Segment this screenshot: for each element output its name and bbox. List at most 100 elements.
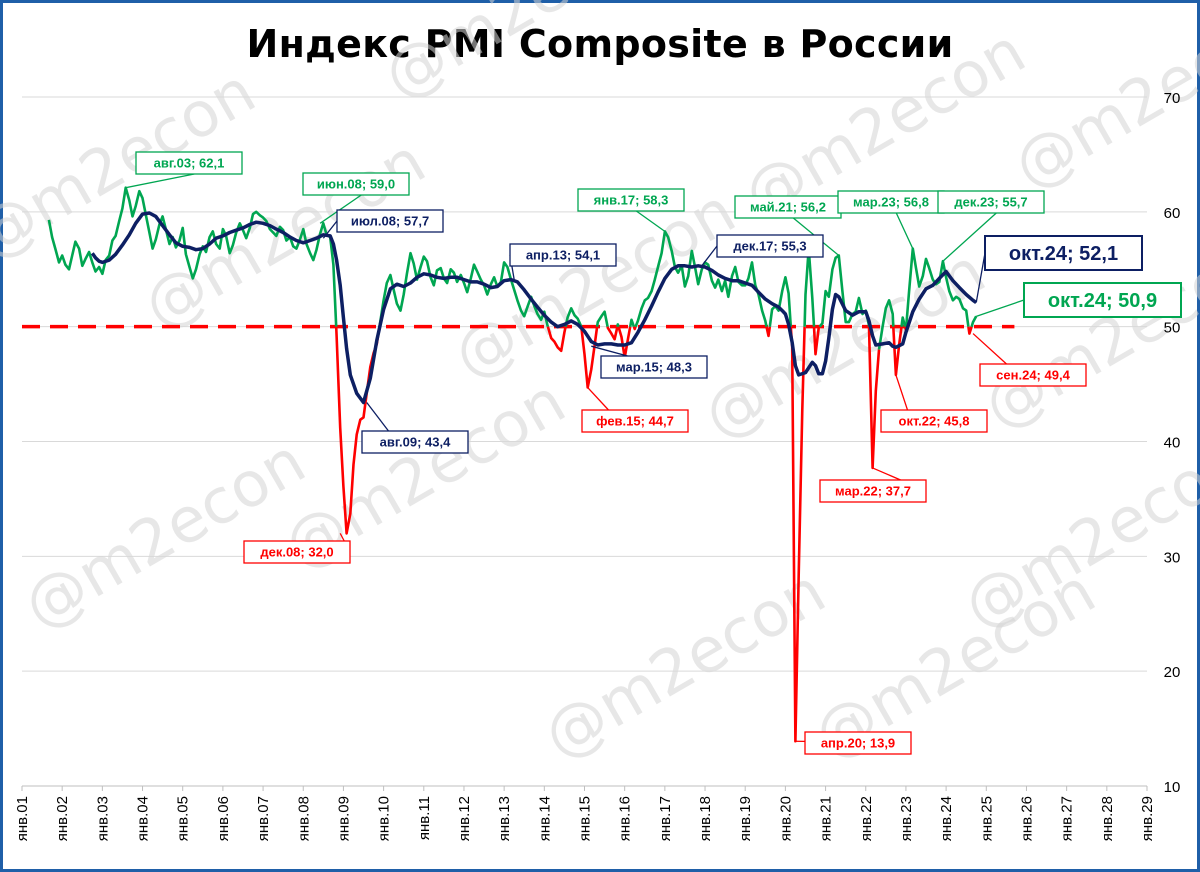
callout-pointer	[591, 345, 628, 357]
pmi-monthly-line-above-50	[904, 247, 970, 327]
pmi-monthly-line-above-50	[564, 306, 583, 328]
pmi-monthly-line-above-50	[628, 318, 636, 328]
x-tick-label: янв.21	[818, 796, 835, 841]
callout-box	[804, 731, 912, 755]
x-tick-label: янв.23	[898, 796, 915, 841]
pmi-monthly-line-above-50	[877, 298, 895, 350]
y-tick-label: 40	[1164, 435, 1181, 452]
callout-box	[716, 234, 824, 258]
callout-box	[937, 190, 1045, 214]
x-tick-label: янв.10	[376, 796, 393, 841]
x-tick-label: янв.25	[978, 796, 995, 841]
x-tick-label: янв.01	[14, 796, 31, 841]
pmi-monthly-line-below-50	[812, 325, 821, 356]
callout-label: мар.23; 56,8	[853, 195, 929, 210]
callout-pointer	[975, 252, 986, 303]
callout-label: окт.22; 45,8	[899, 414, 970, 429]
callout-box	[336, 209, 444, 233]
pmi-monthly-line-below-50	[967, 326, 973, 335]
callout-box	[361, 430, 469, 454]
callout-box	[819, 479, 927, 503]
y-tick-label: 50	[1164, 320, 1181, 337]
y-tick-label: 20	[1164, 664, 1181, 681]
pmi-monthly-line-above-50	[378, 251, 550, 328]
callout-label: окт.24; 52,1	[1009, 243, 1118, 265]
x-tick-label: янв.07	[255, 796, 272, 841]
x-tick-label: янв.24	[938, 796, 955, 841]
x-tick-label: янв.20	[777, 796, 794, 841]
pmi-monthly-line-above-50	[595, 310, 609, 327]
pmi-monthly-line-above-50	[616, 323, 620, 328]
callout-label: авг.09; 43,4	[380, 435, 451, 450]
callout-pointer	[322, 220, 338, 239]
callout-pointer	[972, 333, 1007, 365]
callout-label: мар.22; 37,7	[835, 484, 911, 499]
pmi-monthly-line-above-50	[803, 247, 816, 327]
callout-pointer	[942, 212, 997, 262]
callout-label: апр.20; 13,9	[821, 736, 895, 751]
x-tick-label: янв.28	[1099, 796, 1116, 841]
x-tick-label: янв.18	[697, 796, 714, 841]
callout-box	[243, 540, 351, 564]
pmi-monthly-line-above-50	[970, 315, 978, 328]
callout-label: дек.23; 55,7	[954, 195, 1027, 210]
x-tick-label: янв.03	[94, 796, 111, 841]
x-tick-label: янв.13	[496, 796, 513, 841]
y-tick-label: 30	[1164, 549, 1181, 566]
x-tick-label: янв.15	[577, 796, 594, 841]
callout-label: янв.17; 58,3	[594, 193, 669, 208]
x-tick-label: янв.26	[1018, 796, 1035, 841]
x-tick-label: янв.05	[175, 796, 192, 841]
pmi-monthly-line-below-50	[867, 326, 881, 470]
y-tick-label: 60	[1164, 205, 1181, 222]
chart-title: Индекс PMI Composite в России	[246, 22, 954, 66]
callout-box	[581, 409, 689, 433]
x-tick-label: янв.02	[54, 796, 71, 841]
callout-label: июл.08; 57,7	[351, 214, 429, 229]
x-tick-label: янв.19	[737, 796, 754, 841]
callout-pointer	[701, 245, 718, 267]
callout-pointer	[125, 173, 195, 189]
callout-box	[1023, 282, 1182, 318]
callout-label: сен.24; 49,4	[996, 368, 1070, 383]
callout-label: окт.24; 50,9	[1048, 290, 1157, 312]
callout-pointer	[366, 402, 390, 432]
x-tick-label: янв.04	[135, 796, 152, 841]
callout-box	[600, 355, 708, 379]
callout-box	[880, 409, 988, 433]
y-tick-label: 70	[1164, 90, 1181, 107]
x-tick-label: янв.09	[335, 796, 352, 841]
callout-pointer	[895, 374, 909, 411]
callout-label: авг.03; 62,1	[154, 156, 225, 171]
callout-box	[509, 243, 617, 267]
callout-pointer	[319, 194, 362, 224]
x-tick-label: янв.12	[456, 796, 473, 841]
pmi-monthly-line-below-50	[546, 326, 567, 353]
callout-label: дек.17; 55,3	[733, 239, 806, 254]
pmi-monthly-line-below-50	[606, 326, 619, 341]
callout-pointer	[895, 212, 914, 249]
callout-box	[979, 363, 1087, 387]
x-tick-label: янв.29	[1139, 796, 1156, 841]
pmi-monthly-line-below-50	[765, 326, 772, 338]
y-tick-label: 10	[1164, 779, 1181, 796]
x-tick-label: янв.11	[416, 796, 433, 840]
x-tick-label: янв.06	[215, 796, 232, 841]
callout-pointer	[976, 299, 1025, 317]
pmi-monthly-line-above-50	[900, 316, 907, 328]
watermark-text: @m2econ	[371, 0, 677, 113]
watermark-text: @m2econ	[11, 424, 317, 643]
callout-label: дек.08; 32,0	[260, 545, 333, 560]
callout-label: мар.15; 48,3	[616, 360, 692, 375]
x-tick-label: янв.22	[858, 796, 875, 841]
callout-box	[302, 172, 410, 196]
callout-label: июн.08; 59,0	[317, 177, 395, 192]
callout-label: апр.13; 54,1	[526, 248, 600, 263]
pmi-monthly-line-above-50	[768, 275, 793, 327]
callout-pointer	[587, 387, 609, 411]
x-tick-label: янв.14	[536, 796, 553, 841]
pmi-trend-line	[90, 211, 978, 405]
watermark-text: @m2econ	[531, 554, 837, 773]
callout-box	[984, 235, 1143, 271]
